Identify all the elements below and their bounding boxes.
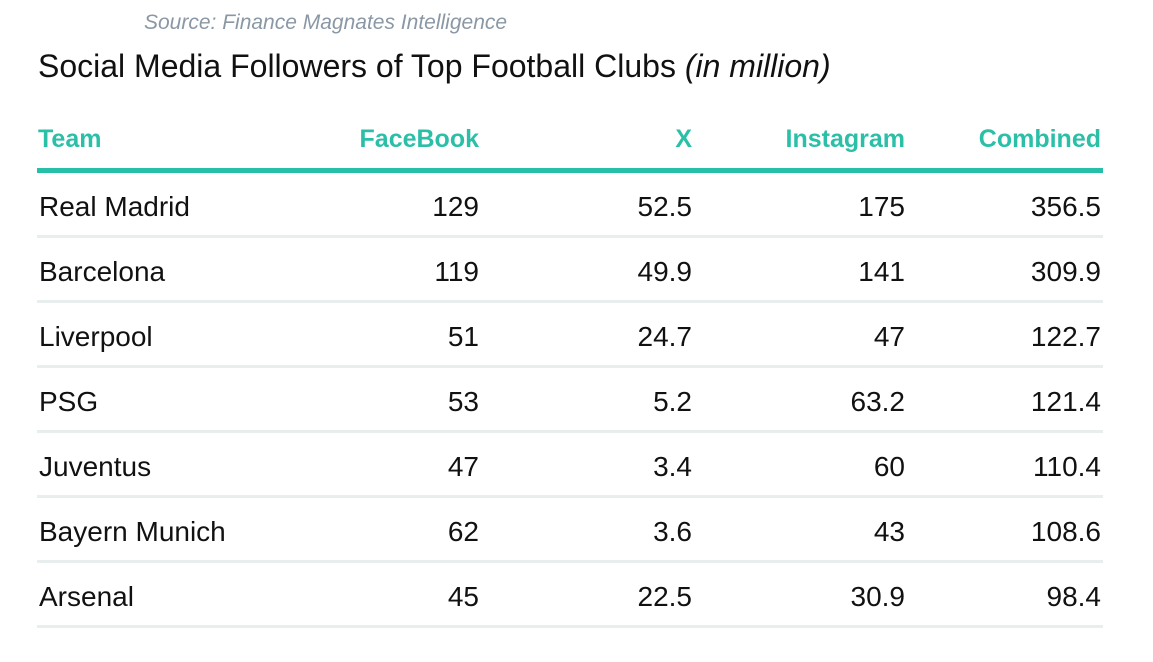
table-row: Barcelona 119 49.9 141 309.9: [37, 238, 1103, 303]
cell-team: Bayern Munich: [39, 516, 226, 547]
table-row: PSG 53 5.2 63.2 121.4: [37, 368, 1103, 433]
cell-team: Liverpool: [39, 321, 153, 352]
cell-team: Real Madrid: [39, 191, 190, 222]
cell-facebook: 45: [447, 581, 479, 612]
table-title: Social Media Followers of Top Football C…: [38, 48, 831, 85]
cell-instagram: 141: [858, 256, 905, 287]
cell-x: 24.7: [637, 321, 693, 352]
cell-instagram: 63.2: [850, 386, 906, 417]
cell-x: 5.2: [653, 386, 692, 417]
header-combined: Combined: [978, 125, 1101, 153]
cell-instagram: 47: [873, 321, 905, 352]
table-row: Bayern Munich 62 3.6 43 108.6: [37, 498, 1103, 563]
cell-combined: 110.4: [1033, 451, 1101, 482]
cell-facebook: 51: [447, 321, 479, 352]
cell-combined: 98.4: [1046, 581, 1102, 612]
title-unit: (in million): [684, 48, 831, 84]
cell-team: Juventus: [39, 451, 152, 482]
header-instagram: Instagram: [785, 125, 905, 153]
source-caption: Source: Finance Magnates Intelligence: [144, 11, 508, 34]
table-row: Liverpool 51 24.7 47 122.7: [37, 303, 1103, 368]
cell-instagram: 60: [873, 451, 905, 482]
cell-combined: 121.4: [1030, 386, 1101, 417]
table-row: Arsenal 45 22.5 30.9 98.4: [37, 563, 1103, 628]
header-x: X: [675, 125, 692, 153]
cell-facebook: 129: [432, 191, 479, 222]
cell-team: Arsenal: [39, 581, 134, 612]
cell-combined: 356.5: [1030, 191, 1101, 222]
cell-x: 22.5: [637, 581, 693, 612]
table-header-row: Team FaceBook X Instagram Combined: [37, 118, 1103, 173]
cell-x: 49.9: [637, 256, 693, 287]
header-facebook: FaceBook: [359, 125, 479, 153]
cell-instagram: 175: [858, 191, 905, 222]
cell-combined: 309.9: [1030, 256, 1101, 287]
cell-x: 3.4: [653, 451, 692, 482]
title-main: Social Media Followers of Top Football C…: [38, 48, 676, 84]
table-row: Juventus 47 3.4 60 110.4: [37, 433, 1103, 498]
cell-facebook: 47: [447, 451, 479, 482]
cell-x: 3.6: [653, 516, 692, 547]
cell-team: Barcelona: [39, 256, 166, 287]
followers-table: Team FaceBook X Instagram Combined Real …: [37, 118, 1103, 628]
cell-team: PSG: [39, 386, 99, 417]
cell-facebook: 53: [447, 386, 479, 417]
cell-x: 52.5: [637, 191, 693, 222]
table-row: Real Madrid 129 52.5 175 356.5: [37, 173, 1103, 238]
header-team: Team: [38, 125, 102, 153]
cell-combined: 122.7: [1030, 321, 1101, 352]
table-body: Real Madrid 129 52.5 175 356.5 Barcelona 119 49…: [37, 173, 1103, 628]
cell-facebook: 62: [447, 516, 479, 547]
cell-instagram: 43: [873, 516, 905, 547]
cell-instagram: 30.9: [850, 581, 906, 612]
cell-facebook: 119: [434, 256, 479, 287]
cell-combined: 108.6: [1030, 516, 1101, 547]
